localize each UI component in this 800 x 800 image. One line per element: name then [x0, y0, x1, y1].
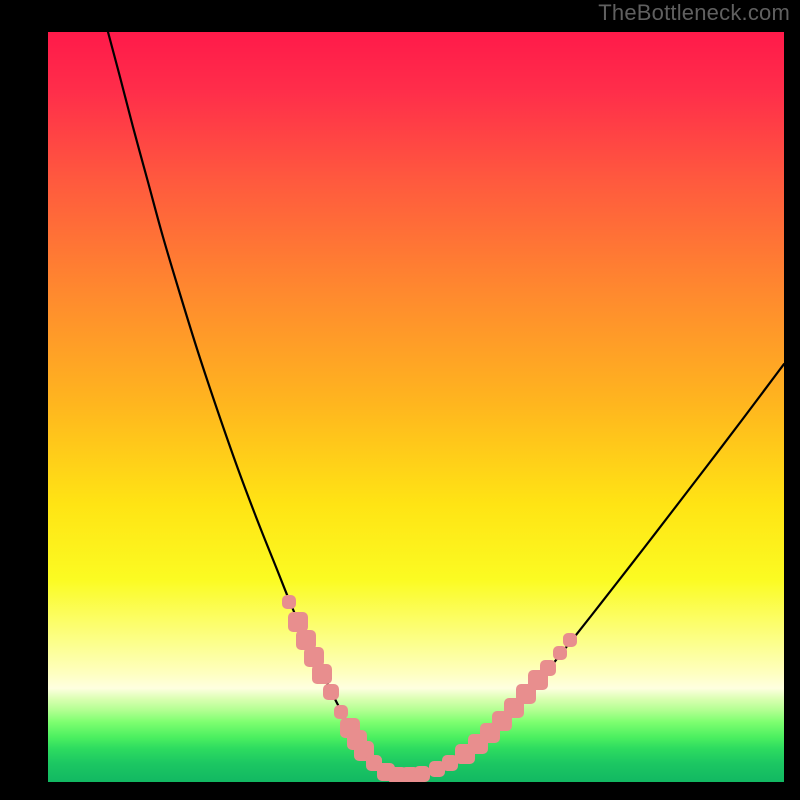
watermark-text: TheBottleneck.com	[598, 0, 790, 26]
curve-marker	[540, 660, 556, 676]
curve-marker	[563, 633, 577, 647]
curve-marker	[288, 612, 308, 632]
curve-marker	[414, 766, 430, 782]
curve-marker	[553, 646, 567, 660]
curve-marker	[334, 705, 348, 719]
bottleneck-curve	[108, 32, 784, 776]
chart-plot-area	[48, 32, 784, 782]
curve-markers	[282, 595, 577, 782]
curve-marker	[312, 664, 332, 684]
curve-marker	[323, 684, 339, 700]
bottleneck-curve-chart	[48, 32, 784, 782]
curve-marker	[282, 595, 296, 609]
